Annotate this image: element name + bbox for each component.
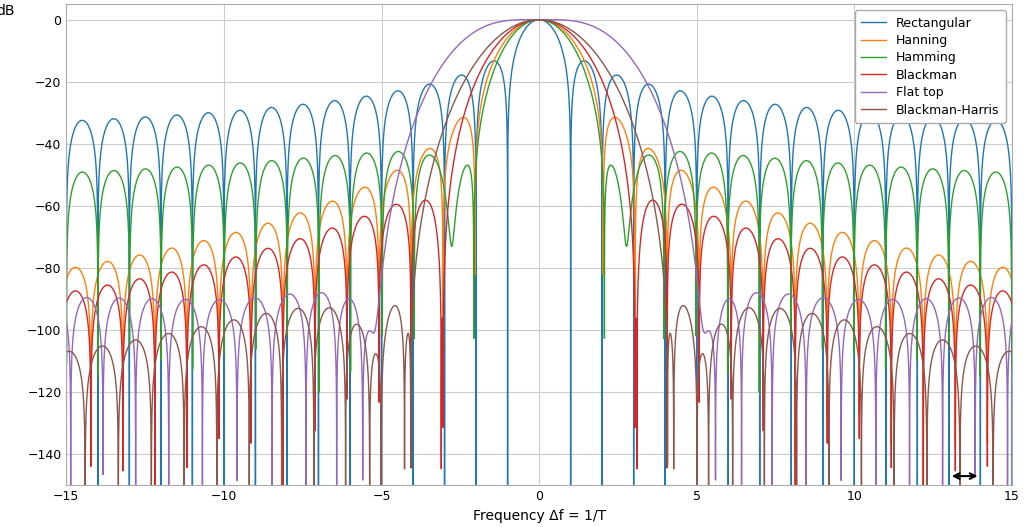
Flat top (1006, 318, 1018, 324)
Blackman (60, 300, 73, 306)
Flat top (972, 329, 984, 335)
Rectangular (60, 482, 73, 489)
Blackman-Harris (532, 16, 545, 23)
Line: Hanning: Hanning (67, 19, 1012, 485)
X-axis label: Frequency Δf = 1/T: Frequency Δf = 1/T (473, 509, 605, 523)
Hamming (208, 165, 220, 172)
Hamming (634, 163, 646, 169)
Hamming (972, 210, 984, 217)
Blackman-Harris (972, 344, 984, 350)
Legend: Rectangular, Hanning, Hamming, Blackman, Flat top, Blackman-Harris: Rectangular, Hanning, Hamming, Blackman,… (855, 11, 1006, 123)
Hamming (348, 175, 360, 181)
Rectangular (634, 93, 646, 100)
Blackman (746, 231, 759, 238)
Flat top (634, 68, 646, 74)
Hamming (753, 389, 765, 395)
Line: Flat top: Flat top (67, 19, 1012, 485)
Hanning (746, 205, 759, 211)
Blackman (532, 16, 545, 23)
Blackman-Harris (79, 482, 91, 489)
Blackman-Harris (614, 91, 627, 97)
Rectangular (746, 111, 759, 117)
Blackman (634, 245, 646, 251)
Text: dB: dB (0, 4, 14, 18)
Hanning (1006, 277, 1018, 283)
Rectangular (348, 115, 360, 122)
Line: Hamming: Hamming (67, 19, 1012, 392)
Blackman (208, 278, 220, 285)
Flat top (746, 291, 759, 298)
Flat top (614, 43, 627, 49)
Flat top (60, 318, 73, 324)
Line: Rectangular: Rectangular (67, 19, 1012, 485)
Blackman (614, 136, 627, 142)
Hanning (148, 482, 161, 489)
Hamming (532, 16, 545, 23)
Hamming (614, 192, 627, 199)
Blackman-Harris (1006, 349, 1018, 355)
Blackman-Harris (349, 322, 361, 328)
Hamming (60, 281, 73, 287)
Blackman-Harris (746, 307, 759, 313)
Flat top (65, 482, 77, 489)
Hamming (1006, 281, 1018, 287)
Flat top (524, 16, 537, 23)
Line: Blackman: Blackman (67, 19, 1012, 485)
Hanning (634, 159, 646, 165)
Flat top (349, 303, 361, 309)
Hamming (746, 167, 759, 173)
Hanning (532, 16, 545, 23)
Blackman (972, 289, 984, 296)
Blackman-Harris (60, 349, 73, 355)
Blackman (1006, 300, 1018, 306)
Rectangular (1006, 482, 1018, 489)
Hanning (972, 266, 984, 272)
Rectangular (208, 113, 220, 120)
Hanning (614, 118, 627, 124)
Hanning (60, 277, 73, 283)
Blackman (349, 226, 361, 232)
Flat top (208, 300, 220, 307)
Rectangular (614, 74, 627, 80)
Blackman-Harris (208, 354, 220, 360)
Hanning (208, 254, 220, 260)
Rectangular (972, 156, 984, 162)
Line: Blackman-Harris: Blackman-Harris (67, 19, 1012, 485)
Rectangular (532, 16, 545, 23)
Blackman-Harris (634, 142, 646, 149)
Hanning (349, 198, 361, 204)
Blackman (148, 482, 161, 489)
